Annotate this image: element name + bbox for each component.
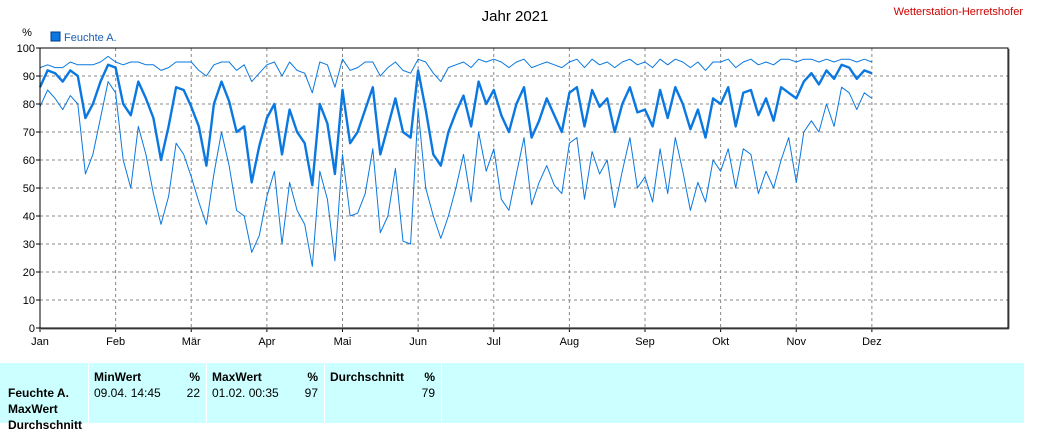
y-tick-label-20: 20	[23, 267, 35, 279]
x-tick-label-Okt: Okt	[712, 336, 729, 348]
stats-row-label-durchschnitt: Durchschnitt	[8, 418, 83, 432]
series-line-max	[39, 55, 873, 94]
x-tick-label-Jun: Jun	[409, 336, 427, 348]
avg-value: 79	[421, 386, 435, 400]
x-tick-label-Nov: Nov	[786, 336, 806, 348]
y-tick-label-90: 90	[23, 71, 35, 83]
stats-max-column: MaxWert % 01.02. 00:35 97	[206, 363, 324, 423]
max-header: MaxWert	[212, 370, 262, 384]
avg-unit: %	[424, 370, 435, 384]
x-tick-label-Mai: Mai	[334, 336, 352, 348]
series-line-min	[39, 81, 873, 267]
y-tick-label-0: 0	[29, 323, 35, 335]
y-axis-ticks: 0 10 20 30 40 50 60 70 80 90 100	[17, 43, 40, 335]
y-tick-label-30: 30	[23, 239, 35, 251]
x-tick-label-Jan: Jan	[31, 336, 49, 348]
stats-avg-column: Durchschnitt % 79	[324, 363, 441, 423]
humidity-chart: Jahr 2021 Wetterstation-Herretshofer % F…	[17, 6, 1024, 348]
y-tick-label-70: 70	[23, 127, 35, 139]
min-header: MinWert	[94, 370, 142, 384]
y-tick-label-40: 40	[23, 211, 35, 223]
max-value: 97	[304, 386, 318, 400]
legend-swatch	[50, 31, 61, 42]
min-unit: %	[189, 370, 200, 384]
station-name: Wetterstation-Herretshofer	[894, 6, 1024, 18]
max-time: 01.02. 00:35	[212, 386, 279, 400]
x-axis-ticks: Jan Feb Mär Apr Mai Jun Jul Aug Sep Okt Nov Dez	[31, 328, 882, 348]
legend-label: Feuchte A.	[64, 32, 117, 44]
min-time: 09.04. 14:45	[94, 386, 161, 400]
y-tick-label-100: 100	[17, 43, 35, 55]
statistics-panel: Feuchte A. MaxWert Durchschnitt MinWert …	[0, 363, 1025, 432]
y-tick-label-10: 10	[23, 295, 35, 307]
y-tick-label-60: 60	[23, 155, 35, 167]
x-tick-label-Apr: Apr	[258, 336, 275, 348]
y-tick-label-50: 50	[23, 183, 35, 195]
x-tick-label-Aug: Aug	[560, 336, 580, 348]
x-tick-label-Dez: Dez	[862, 336, 882, 348]
max-unit: %	[307, 370, 318, 384]
plot-frame	[39, 47, 1009, 329]
x-tick-label-Mär: Mär	[182, 336, 201, 348]
x-tick-label-Sep: Sep	[635, 336, 655, 348]
series-feuchte	[38, 55, 873, 267]
stats-row-label-feuchte: Feuchte A.	[8, 386, 69, 400]
stats-min-column: MinWert % 09.04. 14:45 22	[88, 363, 206, 423]
y-tick-label-80: 80	[23, 99, 35, 111]
x-tick-label-Feb: Feb	[106, 336, 125, 348]
x-tick-label-Jul: Jul	[487, 336, 501, 348]
grid-lines	[40, 48, 1008, 328]
min-value: 22	[186, 386, 200, 400]
series-line-mean	[38, 63, 873, 187]
stats-row-label-maxwert: MaxWert	[8, 402, 58, 416]
stats-empty-column	[441, 363, 1025, 423]
y-axis-unit: %	[22, 27, 32, 39]
chart-title: Jahr 2021	[482, 8, 549, 25]
avg-header: Durchschnitt	[330, 370, 405, 384]
